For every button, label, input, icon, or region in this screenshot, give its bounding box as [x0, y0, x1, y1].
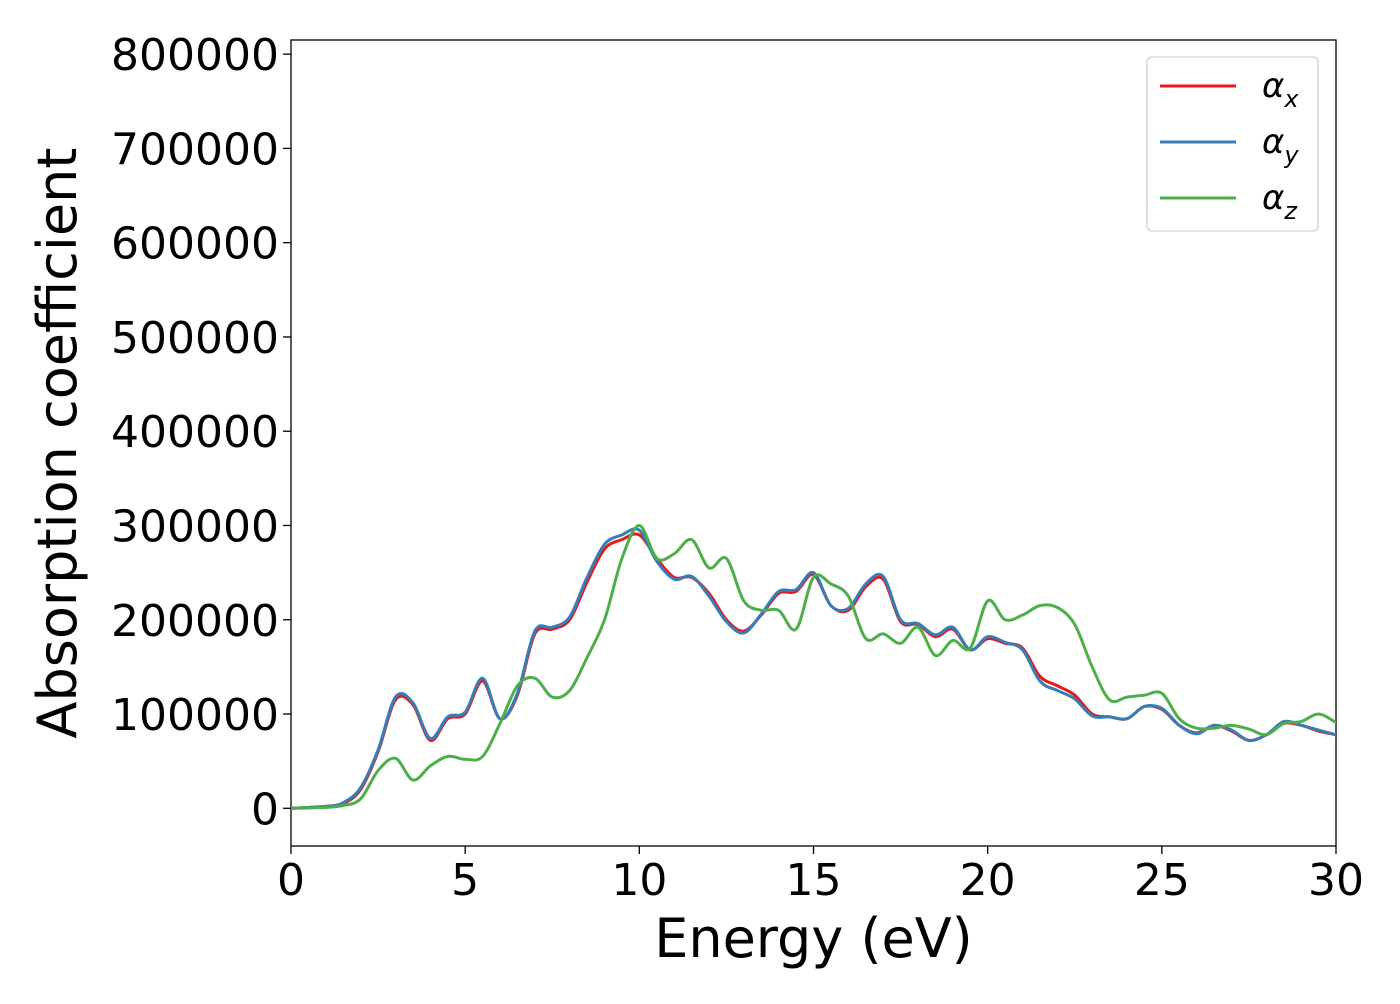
x-axis-title: Energy (eV) — [654, 907, 973, 970]
series-layer — [291, 523, 1336, 810]
x-tick-label: 0 — [277, 855, 305, 906]
y-axis: 0 100000 200000 300000 400000 500000 600000 700… — [111, 30, 291, 835]
x-tick-label: 5 — [451, 855, 479, 906]
x-tick-label: 10 — [611, 855, 667, 906]
x-tick-label: 30 — [1308, 855, 1364, 906]
y-tick-label: 400000 — [111, 407, 279, 458]
x-tick-label: 15 — [786, 855, 842, 906]
y-tick-label: 0 — [251, 784, 279, 835]
y-axis-title: Absorption coefficient — [26, 148, 89, 739]
x-tick-label: 25 — [1134, 855, 1190, 906]
legend-label-x: αx — [1262, 66, 1299, 113]
x-axis: 0 5 10 15 20 25 30 — [277, 846, 1364, 906]
legend-box — [1146, 56, 1319, 232]
series-line-y — [291, 527, 1336, 810]
y-tick-label: 200000 — [111, 596, 279, 647]
y-tick-label: 300000 — [111, 501, 279, 552]
y-tick-label: 800000 — [111, 30, 279, 81]
y-tick-label: 600000 — [111, 219, 279, 270]
y-tick-label: 500000 — [111, 313, 279, 364]
y-tick-label: 100000 — [111, 690, 279, 741]
legend-label-z: αz — [1262, 178, 1298, 225]
legend-label-y: αy — [1262, 122, 1299, 169]
y-tick-label: 700000 — [111, 124, 279, 175]
x-tick-label: 20 — [960, 855, 1016, 906]
legend: αx αy αz — [1146, 56, 1319, 232]
series-line-z — [291, 523, 1336, 810]
